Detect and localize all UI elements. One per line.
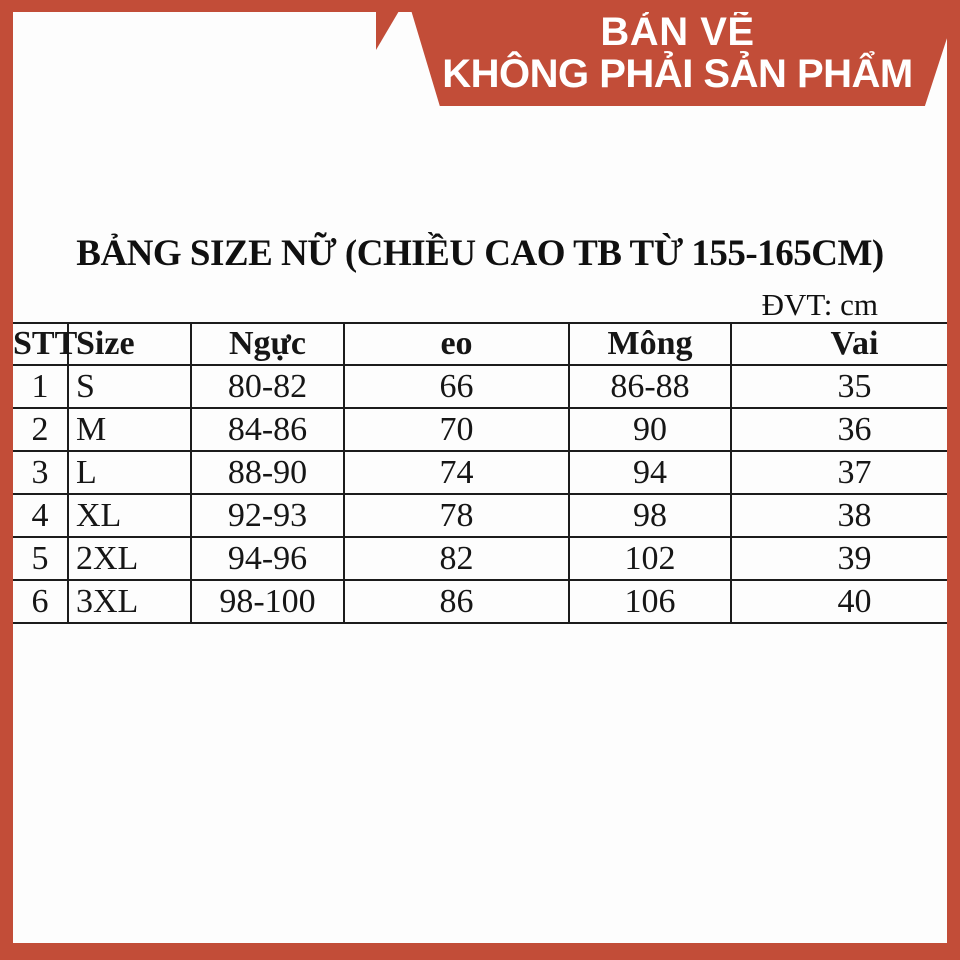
table-cell: 102 — [568, 536, 732, 581]
header-bust: Ngực — [190, 322, 345, 366]
table-cell: 39 — [730, 536, 960, 581]
frame-border-left — [0, 0, 13, 960]
banner-line-2: KHÔNG PHẢI SẢN PHẨM — [442, 51, 913, 96]
table-cell: 6 — [11, 579, 69, 624]
table-cell: 86 — [343, 579, 570, 624]
table-cell: 2XL — [67, 536, 192, 581]
table-cell: 82 — [343, 536, 570, 581]
table-cell: 1 — [11, 364, 69, 409]
table-cell: 36 — [730, 407, 960, 452]
header-waist: eo — [343, 322, 570, 366]
table-row: 2 M 84-86 70 90 36 — [11, 407, 960, 452]
table-header-row: STT Size Ngực eo Mông Vai — [11, 322, 960, 366]
table-cell: L — [67, 450, 192, 495]
table-cell: 35 — [730, 364, 960, 409]
size-chart-title: BẢNG SIZE NỮ (CHIỀU CAO TB TỪ 155-165CM) — [76, 233, 884, 274]
table-cell: 37 — [730, 450, 960, 495]
frame-border-top — [0, 0, 960, 12]
table-cell: 3 — [11, 450, 69, 495]
table-cell: 2 — [11, 407, 69, 452]
frame-border-bottom — [0, 943, 960, 960]
table-cell: 94-96 — [190, 536, 345, 581]
table-row: 1 S 80-82 66 86-88 35 — [11, 364, 960, 409]
table-row: 4 XL 92-93 78 98 38 — [11, 493, 960, 538]
table-cell: 5 — [11, 536, 69, 581]
unit-label: ĐVT: cm — [761, 287, 878, 322]
table-cell: 84-86 — [190, 407, 345, 452]
table-row: 5 2XL 94-96 82 102 39 — [11, 536, 960, 581]
header-shoulder: Vai — [730, 322, 960, 366]
table-body: 1 S 80-82 66 86-88 35 2 M 84-86 70 90 36 3 L 88-90 74 94… — [11, 364, 960, 624]
table-cell: 94 — [568, 450, 732, 495]
table-cell: 80-82 — [190, 364, 345, 409]
table-row: 6 3XL 98-100 86 106 40 — [11, 579, 960, 624]
table-cell: 4 — [11, 493, 69, 538]
table-cell: 38 — [730, 493, 960, 538]
banner-line-1: BẢN VẼ — [600, 10, 755, 54]
header-hip: Mông — [568, 322, 732, 366]
table-cell: 88-90 — [190, 450, 345, 495]
table-cell: 106 — [568, 579, 732, 624]
frame-border-right — [947, 0, 960, 960]
banner-ribbon-tail — [376, 11, 399, 50]
table-cell: 78 — [343, 493, 570, 538]
table-cell: 92-93 — [190, 493, 345, 538]
table-cell: 86-88 — [568, 364, 732, 409]
disclaimer-banner: BẢN VẼ KHÔNG PHẢI SẢN PHẨM — [408, 0, 947, 106]
table-cell: 74 — [343, 450, 570, 495]
table-cell: 66 — [343, 364, 570, 409]
table-cell: S — [67, 364, 192, 409]
table-cell: 90 — [568, 407, 732, 452]
table-cell: 70 — [343, 407, 570, 452]
table-cell: 98-100 — [190, 579, 345, 624]
table-cell: 40 — [730, 579, 960, 624]
table-cell: M — [67, 407, 192, 452]
header-stt: STT — [11, 322, 77, 366]
table-cell: 3XL — [67, 579, 192, 624]
table-cell: XL — [67, 493, 192, 538]
header-size: Size — [67, 322, 192, 366]
size-table: STT Size Ngực eo Mông Vai 1 S 80-82 66 86-88… — [11, 322, 960, 624]
table-row: 3 L 88-90 74 94 37 — [11, 450, 960, 495]
table-cell: 98 — [568, 493, 732, 538]
